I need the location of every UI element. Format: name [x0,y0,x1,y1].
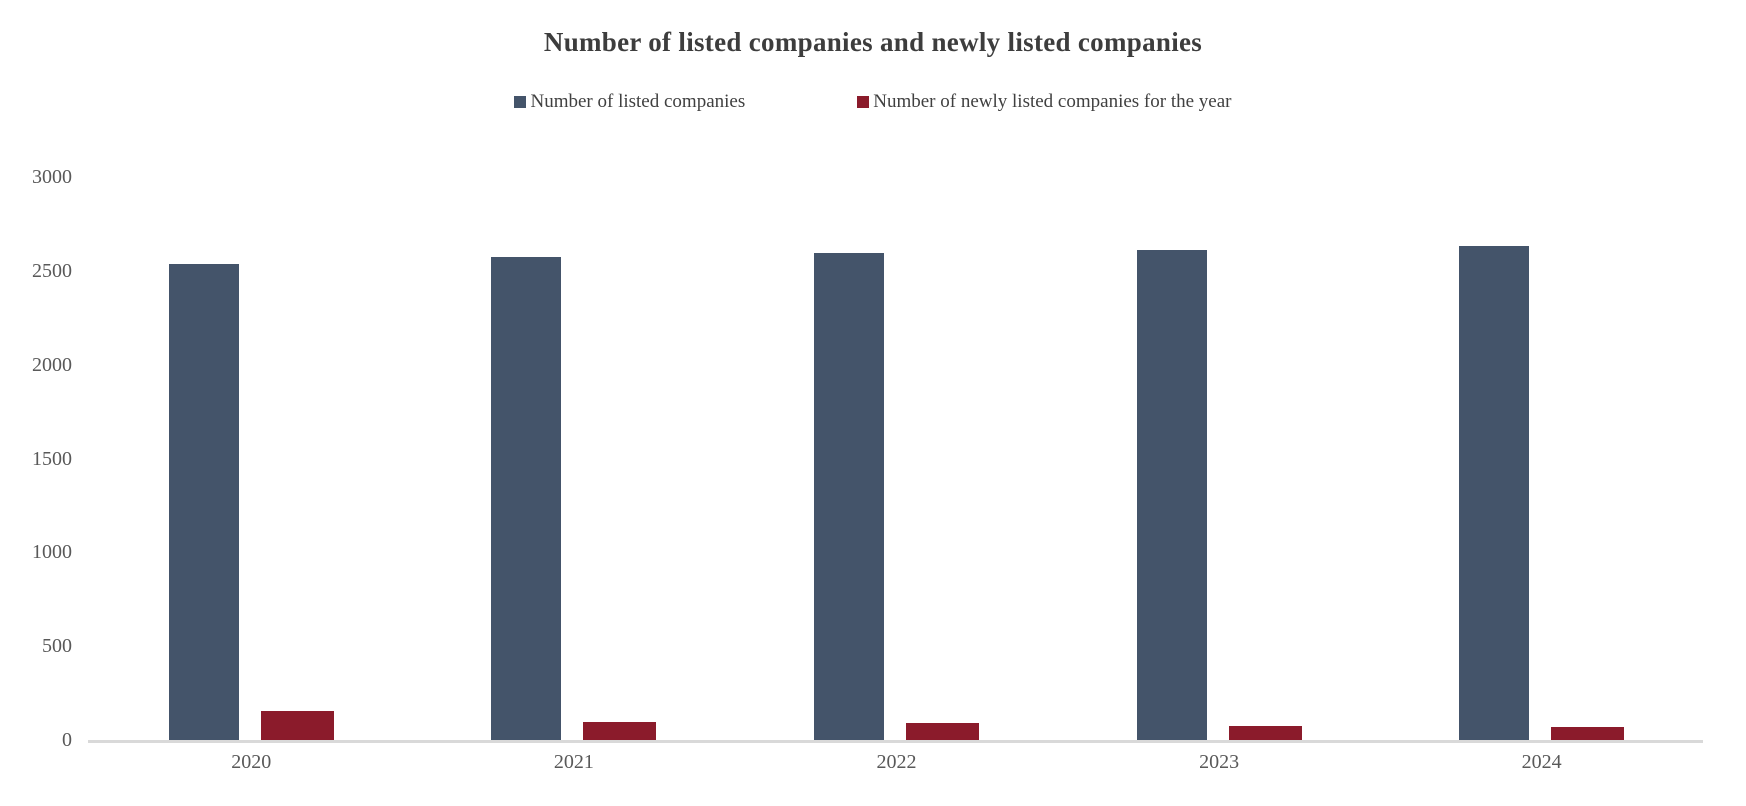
bar-group-2024 [1380,177,1703,740]
x-axis-labels: 2020 2021 2022 2023 2024 [90,751,1703,774]
y-axis-labels: 0 500 1000 1500 2000 2500 3000 [0,167,72,750]
legend-entry: Number of newly listed companies for the… [857,91,1232,113]
bar-newly-listed-2024 [1551,726,1625,740]
bar-listed-2022 [813,252,884,740]
bar-listed-2021 [491,257,562,740]
bar-group-2023 [1058,177,1381,740]
x-tick-label-2023: 2023 [1199,751,1240,773]
y-tick-label: 500 [42,635,72,658]
bar-newly-listed-2021 [583,721,657,740]
y-tick-label: 2000 [32,353,72,376]
chart-legend: Number of listed companies Number of newl… [0,91,1746,113]
bar-listed-2020 [168,263,239,740]
x-tick-label-2024: 2024 [1521,751,1562,773]
y-tick-label: 3000 [32,166,72,188]
chart-title: Number of listed companies and newly lis… [543,27,1203,57]
y-tick-label: 1000 [32,541,72,564]
legend-entry: Number of listed companies [514,91,745,113]
bar-listed-2024 [1459,246,1530,740]
legend-label: Number of listed companies [530,91,746,112]
y-tick-label: 2500 [32,259,72,282]
x-tick-label-2022: 2022 [876,751,917,773]
bar-groups [90,177,1703,740]
bar-newly-listed-2022 [905,723,979,740]
bar-group-2022 [735,177,1058,740]
bar-newly-listed-2020 [260,711,334,740]
legend-swatch-icon [857,96,870,108]
legend-label: Number of newly listed companies for the… [873,91,1232,112]
bar-group-2020 [90,177,413,740]
y-tick-label: 0 [62,729,72,751]
x-tick-label-2021: 2021 [553,751,594,773]
bar-listed-2023 [1136,250,1207,740]
legend-swatch-icon [514,96,527,108]
bar-group-2021 [413,177,736,740]
x-axis-line [88,740,1703,743]
y-tick-label: 1500 [32,447,72,470]
x-tick-label-2020: 2020 [231,751,272,773]
plot-area: 2020 2021 2022 2023 2024 [88,177,1703,773]
bar-newly-listed-2023 [1228,726,1302,740]
